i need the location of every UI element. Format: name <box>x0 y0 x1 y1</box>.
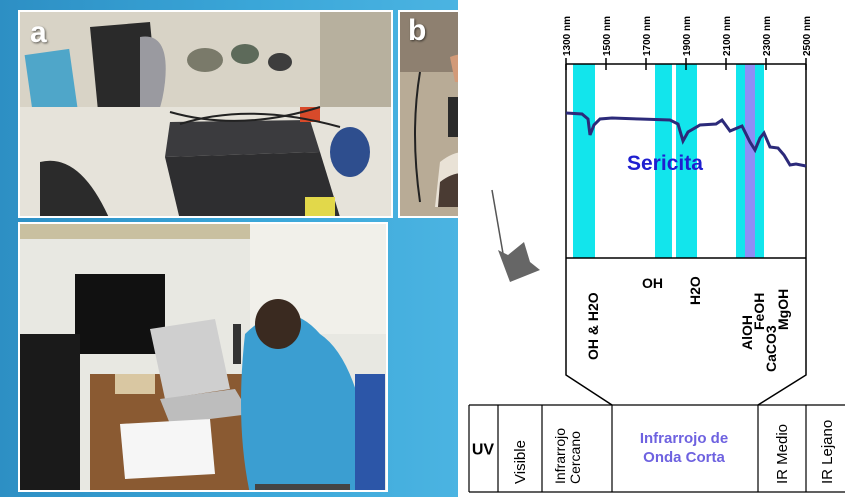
photo-a-illustration <box>20 12 391 216</box>
spectrum-frame <box>565 63 807 259</box>
photo-c-operator-at-workstation <box>18 222 388 492</box>
band-3 <box>736 64 745 258</box>
wavelength-label-1: 1500 nm <box>602 16 613 56</box>
table-cell-0: UV <box>472 442 495 459</box>
table-cell-2: InfrarrojoCercano <box>552 428 583 484</box>
photo-b-label: b <box>408 14 427 47</box>
arrow-head-icon <box>498 242 540 282</box>
sericita-label: Sericita <box>627 152 703 175</box>
photo-a-lab-bench: a <box>18 10 393 218</box>
band-4 <box>745 64 755 258</box>
band-label-6: MgOH <box>775 289 791 330</box>
wavelength-label-3: 1900 nm <box>682 16 693 56</box>
table-cell-4: IR Medio <box>774 424 791 484</box>
band-6 <box>759 64 764 258</box>
sericita-curve-line <box>565 111 807 168</box>
funnel-outline <box>565 258 807 406</box>
band-2 <box>676 64 697 258</box>
band-1 <box>655 64 672 258</box>
table-cell-5: IR Lejano <box>819 420 836 484</box>
band-label-3: AlOH <box>739 315 755 350</box>
absorption-bands <box>573 64 764 258</box>
sericita-curve <box>565 111 807 168</box>
em-spectrum-table: UV Visible InfrarrojoCercano Infrarrojo de O… <box>468 404 845 493</box>
table-cell-1: Visible <box>512 440 529 484</box>
photo-a-label: a <box>30 16 47 49</box>
band-5 <box>755 64 759 258</box>
wavelength-label-5: 2300 nm <box>762 16 773 56</box>
photo-c-illustration <box>20 224 386 490</box>
band-label-5: CaCO3 <box>763 325 779 372</box>
band-0 <box>573 64 595 258</box>
wavelength-label-0: 1300 nm <box>562 16 573 56</box>
funnel-left <box>565 258 613 406</box>
table-cell-3: Infrarrojo de Onda Corta <box>640 430 728 466</box>
wavelength-label-2: 1700 nm <box>642 16 653 56</box>
wavelength-label-4: 2100 nm <box>722 16 733 56</box>
wavelength-ticks: 1300 nm 1500 nm 1700 nm 1900 nm 2100 nm 2300 … <box>562 16 813 70</box>
funnel-right <box>757 258 807 406</box>
band-label-2: H2O <box>687 276 703 305</box>
band-label-1: OH <box>642 275 663 291</box>
band-label-4: FeOH <box>751 293 767 330</box>
wavelength-label-6: 2500 nm <box>802 16 813 56</box>
band-label-0: OH & H2O <box>585 292 601 360</box>
